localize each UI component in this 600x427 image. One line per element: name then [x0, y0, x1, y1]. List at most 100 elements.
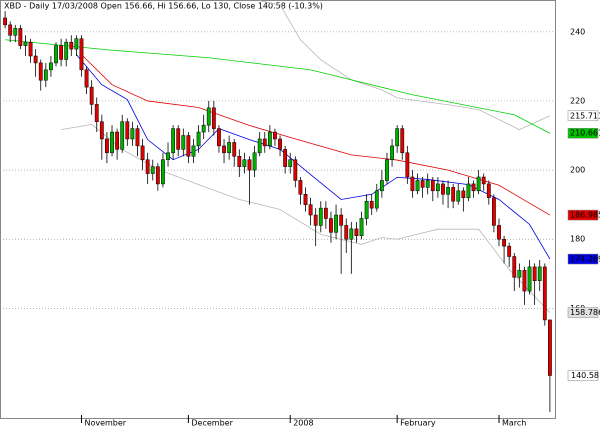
candle-body	[3, 17, 7, 26]
candle-body	[33, 55, 38, 64]
candle-body	[89, 86, 94, 105]
candle-body	[217, 128, 221, 147]
candle-body	[385, 159, 389, 181]
candle-body	[471, 183, 476, 192]
candle-body	[374, 190, 379, 209]
candle-body	[293, 159, 298, 181]
value-tag	[567, 253, 599, 265]
candle-body	[191, 145, 196, 157]
candle-body	[110, 131, 114, 154]
candle-body	[283, 149, 288, 167]
candle-body	[150, 166, 155, 174]
x-tick-label: November	[84, 419, 126, 427]
candle-body	[227, 142, 232, 154]
value-tag	[567, 110, 599, 122]
candle-body	[542, 266, 547, 321]
candle-body	[186, 135, 191, 157]
value-tag-label: 215.711	[570, 111, 600, 120]
candle-body	[201, 124, 206, 133]
candle-body	[390, 145, 394, 160]
candle-body	[115, 131, 120, 150]
candle-body	[13, 28, 18, 36]
candle-body	[166, 152, 170, 160]
value-tag-label: 186.985	[570, 211, 600, 220]
candle-body	[18, 28, 23, 46]
candle-body	[323, 207, 328, 219]
candle-body	[181, 135, 186, 150]
candle-body	[237, 156, 242, 167]
candle-body	[318, 207, 323, 226]
value-tag-label: 158.786	[570, 308, 600, 317]
candle-body	[8, 24, 13, 36]
candle-body	[364, 200, 369, 219]
candle-body	[369, 200, 374, 209]
candle-body	[155, 166, 160, 185]
candle-body	[79, 38, 84, 71]
close-tag-label: 140.58	[571, 371, 599, 380]
candle-body	[532, 266, 537, 281]
candle-body	[206, 107, 211, 126]
value-tag-label: 210.661	[570, 129, 600, 138]
candle-body	[298, 180, 303, 195]
candle-body	[446, 187, 450, 195]
candle-body	[267, 131, 272, 147]
candle-body	[135, 128, 140, 147]
candle-body	[344, 225, 349, 240]
value-tag	[567, 209, 599, 221]
candle-body	[308, 204, 313, 216]
candle-body	[161, 159, 165, 185]
candle-body	[456, 190, 461, 202]
indicator-line	[61, 124, 551, 313]
candle-body	[23, 41, 28, 46]
candle-body	[349, 228, 354, 240]
candle-body	[176, 128, 181, 150]
indicator-line	[5, 39, 551, 134]
y-tick-label: 240	[570, 27, 585, 36]
candle-body	[313, 214, 318, 226]
candle-body	[359, 218, 364, 237]
value-tag	[567, 307, 599, 318]
candle-body	[410, 176, 415, 192]
candle-body	[273, 131, 277, 140]
candle-body	[257, 138, 262, 154]
candle-body	[105, 138, 109, 154]
value-tag-label: 174.269	[570, 255, 600, 264]
candle-body	[54, 45, 58, 64]
candle-body	[481, 176, 486, 185]
candle-body	[329, 218, 333, 233]
candle-body	[196, 131, 201, 147]
candle-body	[278, 138, 282, 150]
candle-body	[84, 69, 89, 88]
candle-body	[211, 107, 216, 129]
candle-body	[38, 62, 43, 81]
candle-body	[379, 180, 384, 192]
candle-body	[59, 45, 64, 60]
candle-body	[354, 228, 359, 237]
close-tag	[567, 370, 599, 381]
candle-body	[400, 128, 405, 154]
candle-body	[425, 180, 430, 188]
candle-body	[43, 69, 48, 81]
candle-body	[548, 319, 552, 376]
candle-body	[145, 159, 150, 174]
candle-body	[74, 38, 79, 50]
y-tick-label: 200	[570, 166, 585, 175]
candle-body	[334, 214, 338, 233]
candle-body	[242, 159, 247, 167]
candle-body	[262, 138, 267, 147]
indicator-line	[81, 54, 551, 216]
chart-title: XBD - Daily 17/03/2008 Open 156.66, Hi 1…	[4, 2, 323, 11]
candle-body	[125, 121, 130, 140]
candle-body	[502, 238, 506, 247]
candle-body	[476, 176, 481, 192]
x-tick-label: February	[400, 419, 436, 427]
candle-body	[49, 62, 53, 71]
candle-body	[395, 128, 400, 147]
candle-body	[430, 180, 435, 192]
x-tick-label: March	[502, 419, 526, 427]
candle-body	[69, 41, 74, 50]
candle-body	[339, 214, 344, 226]
candle-body	[461, 190, 466, 198]
candle-body	[497, 225, 501, 240]
